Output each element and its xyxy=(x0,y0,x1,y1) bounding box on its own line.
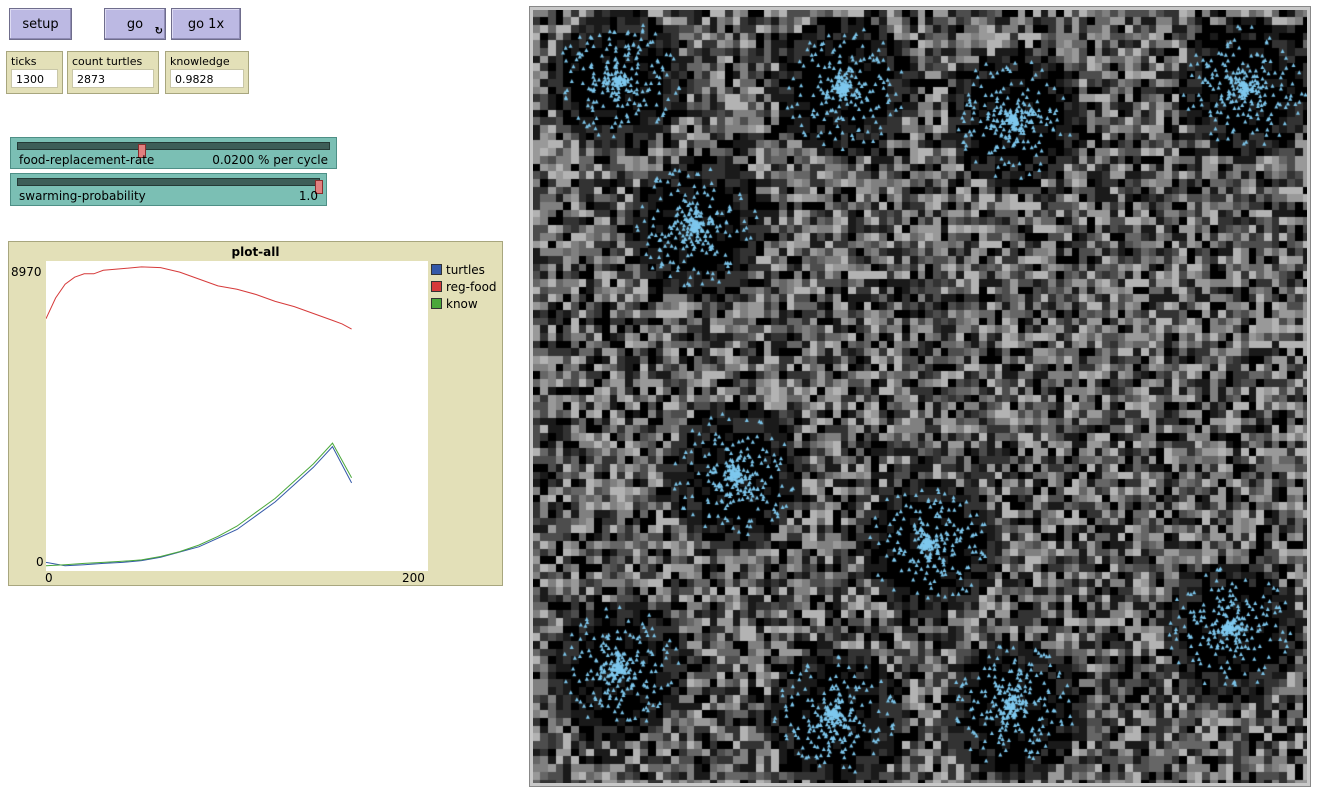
ticks-monitor-label: ticks xyxy=(11,55,37,68)
plot-legend: turtles reg-food know xyxy=(431,261,497,312)
ticks-monitor: ticks 1300 xyxy=(6,51,63,94)
food-replacement-rate-label: food-replacement-rate xyxy=(19,153,155,167)
slider-thumb[interactable] xyxy=(315,180,323,194)
legend-label: turtles xyxy=(446,262,485,277)
knowledge-monitor-label: knowledge xyxy=(170,55,230,68)
swarming-probability-slider[interactable]: swarming-probability 1.0 xyxy=(10,173,327,206)
go-once-button-label: go 1x xyxy=(187,16,225,32)
knowledge-monitor-value: 0.9828 xyxy=(170,69,244,88)
plot-area xyxy=(45,261,428,571)
series-line-reg-food xyxy=(45,266,352,330)
go-button-label: go xyxy=(126,16,144,32)
knowledge-monitor: knowledge 0.9828 xyxy=(165,51,249,94)
series-line-turtles xyxy=(45,445,353,567)
slider-track[interactable] xyxy=(17,142,330,158)
legend-swatch xyxy=(431,281,442,292)
resize-handle-icon[interactable] xyxy=(1302,778,1310,786)
legend-swatch xyxy=(431,264,442,275)
go-forever-button[interactable]: go ↻ xyxy=(104,8,166,40)
go-once-button[interactable]: go 1x xyxy=(171,8,241,40)
legend-item-reg-food: reg-food xyxy=(431,278,497,295)
count-turtles-monitor-value: 2873 xyxy=(72,69,154,88)
count-turtles-monitor: count turtles 2873 xyxy=(67,51,159,94)
swarming-probability-value: 1.0 xyxy=(298,189,318,203)
forever-icon: ↻ xyxy=(154,26,163,37)
world-view[interactable] xyxy=(529,6,1311,787)
x-max-label: 200 xyxy=(402,571,425,585)
legend-label: know xyxy=(446,296,478,311)
legend-label: reg-food xyxy=(446,279,497,294)
plot-svg xyxy=(45,266,353,567)
setup-button-label: setup xyxy=(22,16,59,32)
ticks-monitor-value: 1300 xyxy=(11,69,58,88)
legend-swatch xyxy=(431,298,442,309)
plot-title: plot-all xyxy=(231,245,280,259)
legend-item-know: know xyxy=(431,295,497,312)
count-turtles-monitor-label: count turtles xyxy=(72,55,143,68)
plot-all-widget: plot-all 8970 0 0 200 turtles reg-food k… xyxy=(8,241,503,586)
y-max-label: 8970 xyxy=(11,265,42,279)
food-replacement-rate-slider[interactable]: food-replacement-rate 0.0200 % per cycle xyxy=(10,137,337,169)
slider-thumb[interactable] xyxy=(138,144,147,158)
setup-button[interactable]: setup xyxy=(9,8,72,40)
swarming-probability-label: swarming-probability xyxy=(19,189,146,203)
y-min-label: 0 xyxy=(36,555,44,569)
x-min-label: 0 xyxy=(45,571,53,585)
food-replacement-rate-value: 0.0200 % per cycle xyxy=(212,153,328,167)
legend-item-turtles: turtles xyxy=(431,261,497,278)
series-line-know xyxy=(45,442,353,567)
slider-track[interactable] xyxy=(17,178,323,194)
world-canvas[interactable] xyxy=(533,10,1307,783)
